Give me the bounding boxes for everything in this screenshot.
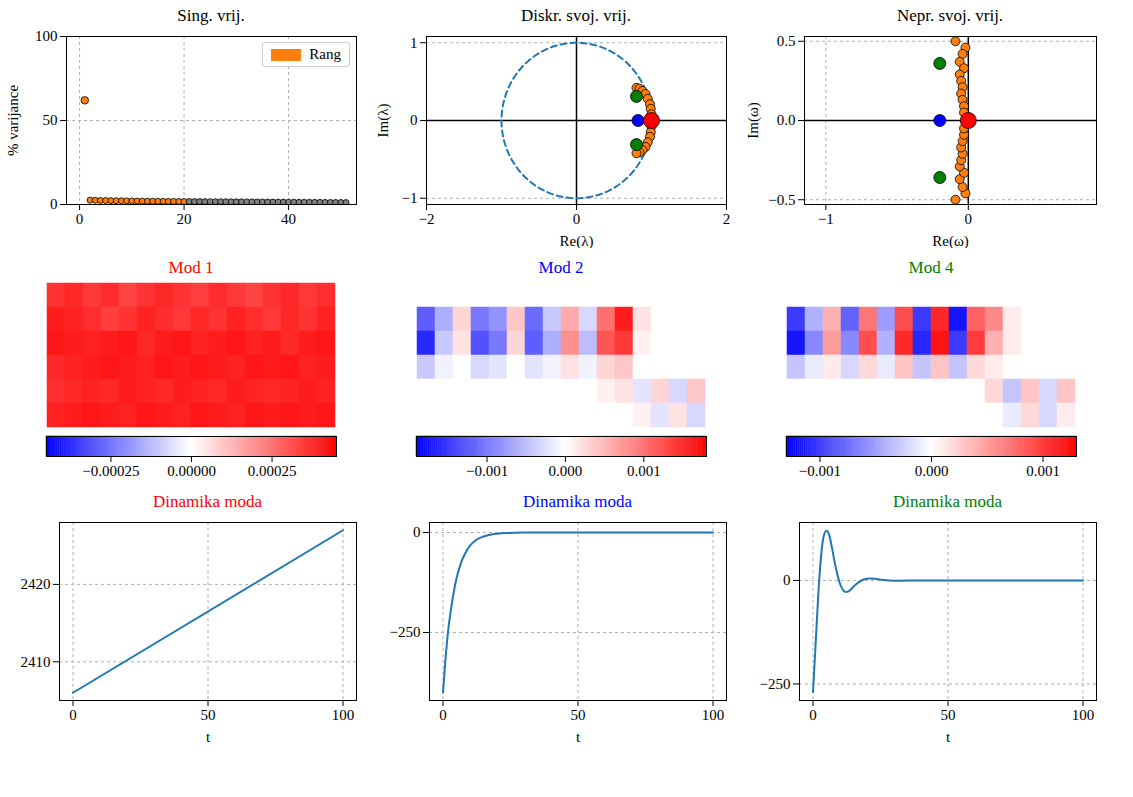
svg-text:−0.001: −0.001 (466, 463, 508, 479)
svg-text:−1: −1 (818, 211, 834, 227)
svg-text:50: 50 (201, 707, 216, 723)
svg-text:0.00000: 0.00000 (167, 463, 216, 479)
svg-text:20: 20 (177, 211, 192, 227)
svg-text:2420: 2420 (21, 576, 51, 592)
svg-text:−0.001: −0.001 (799, 463, 841, 479)
svg-text:100: 100 (702, 707, 725, 723)
svg-text:Re(ω): Re(ω) (932, 233, 969, 249)
svg-text:50: 50 (571, 707, 586, 723)
html-text:Mod 2: Mod 2 (538, 258, 584, 277)
svg-text:0: 0 (69, 707, 77, 723)
svg-text:% varijance: % varijance (5, 85, 21, 157)
svg-text:40: 40 (281, 211, 296, 227)
svg-text:50: 50 (43, 112, 58, 128)
svg-text:−2: −2 (419, 211, 435, 227)
html-text:Dinamika moda: Dinamika moda (893, 492, 1002, 511)
html-text:Diskr. svoj. vrij.: Diskr. svoj. vrij. (521, 6, 631, 25)
svg-text:0.000: 0.000 (915, 463, 949, 479)
svg-text:100: 100 (332, 707, 355, 723)
svg-text:0.000: 0.000 (549, 463, 583, 479)
svg-text:t: t (946, 729, 951, 745)
svg-text:−250: −250 (390, 624, 421, 640)
svg-text:0: 0 (439, 707, 447, 723)
svg-text:2: 2 (723, 211, 731, 227)
html-text:Mod 4: Mod 4 (908, 258, 954, 277)
svg-text:0: 0 (573, 211, 581, 227)
svg-text:0: 0 (50, 196, 58, 212)
html-text:Rang: Rang (309, 46, 341, 62)
svg-text:t: t (206, 729, 211, 745)
svg-text:t: t (576, 729, 581, 745)
svg-text:0: 0 (965, 211, 973, 227)
svg-text:0: 0 (809, 707, 817, 723)
svg-text:0.5: 0.5 (777, 33, 796, 49)
svg-text:0: 0 (76, 211, 84, 227)
svg-text:Im(ω): Im(ω) (745, 102, 762, 139)
html-text:Dinamika moda: Dinamika moda (523, 492, 632, 511)
svg-text:0: 0 (413, 524, 421, 540)
svg-text:Im(λ): Im(λ) (375, 104, 392, 138)
svg-text:−0.5: −0.5 (768, 192, 795, 208)
svg-text:0: 0 (783, 572, 791, 588)
svg-text:1: 1 (410, 35, 418, 51)
svg-text:100: 100 (1072, 707, 1095, 723)
svg-text:0.0: 0.0 (777, 112, 796, 128)
svg-text:−1: −1 (402, 190, 418, 206)
svg-text:−250: −250 (760, 676, 791, 692)
html-text:Sing. vrij.: Sing. vrij. (177, 6, 245, 25)
svg-text:0.001: 0.001 (1026, 463, 1060, 479)
html-text:Dinamika moda: Dinamika moda (153, 492, 262, 511)
svg-text:100: 100 (35, 28, 58, 44)
html-text:Nepr. svoj. vrij.: Nepr. svoj. vrij. (896, 6, 1004, 25)
svg-text:0.001: 0.001 (627, 463, 661, 479)
svg-text:−0.00025: −0.00025 (82, 463, 139, 479)
svg-text:0.00025: 0.00025 (248, 463, 297, 479)
svg-text:0: 0 (410, 112, 418, 128)
html-text:Mod 1: Mod 1 (168, 258, 214, 277)
svg-text:Re(λ): Re(λ) (560, 233, 594, 249)
svg-text:2410: 2410 (21, 654, 51, 670)
svg-text:50: 50 (941, 707, 956, 723)
